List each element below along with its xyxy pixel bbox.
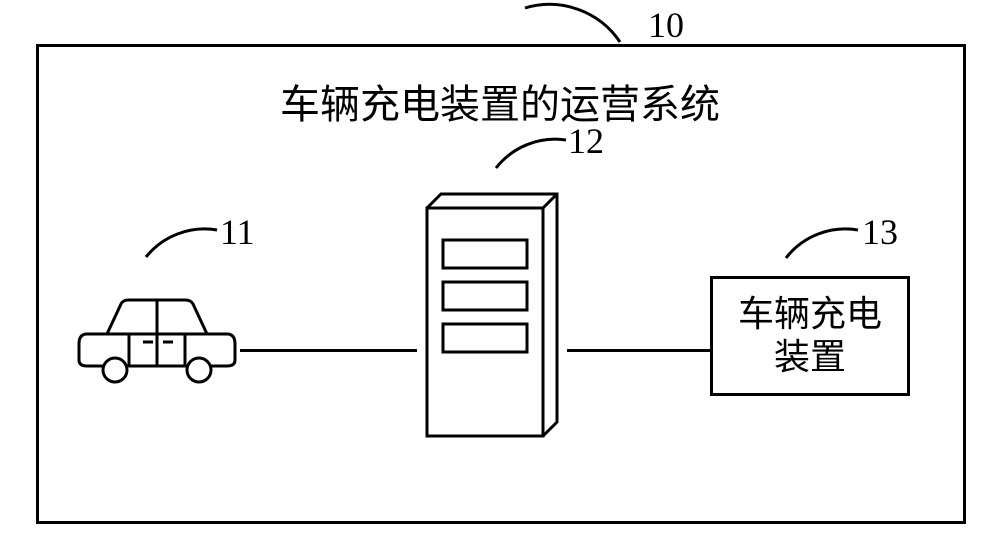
charger-label: 车辆充电 装置 <box>738 293 882 379</box>
ref-label-12: 12 <box>568 120 604 162</box>
ref-label-13: 13 <box>862 211 898 253</box>
server-icon <box>417 190 567 440</box>
conn-car-server <box>240 349 417 352</box>
server-node <box>417 190 567 440</box>
charger-label-line1: 车辆充电 <box>738 294 882 334</box>
conn-server-charger <box>567 349 710 352</box>
charger-label-line2: 装置 <box>774 337 846 377</box>
car-icon <box>75 290 240 385</box>
ref-label-10: 10 <box>648 4 684 46</box>
car-node <box>75 290 240 385</box>
diagram-title: 车辆充电装置的运营系统 <box>200 72 800 130</box>
ref-label-11: 11 <box>220 211 255 253</box>
charger-node: 车辆充电 装置 <box>710 276 910 396</box>
